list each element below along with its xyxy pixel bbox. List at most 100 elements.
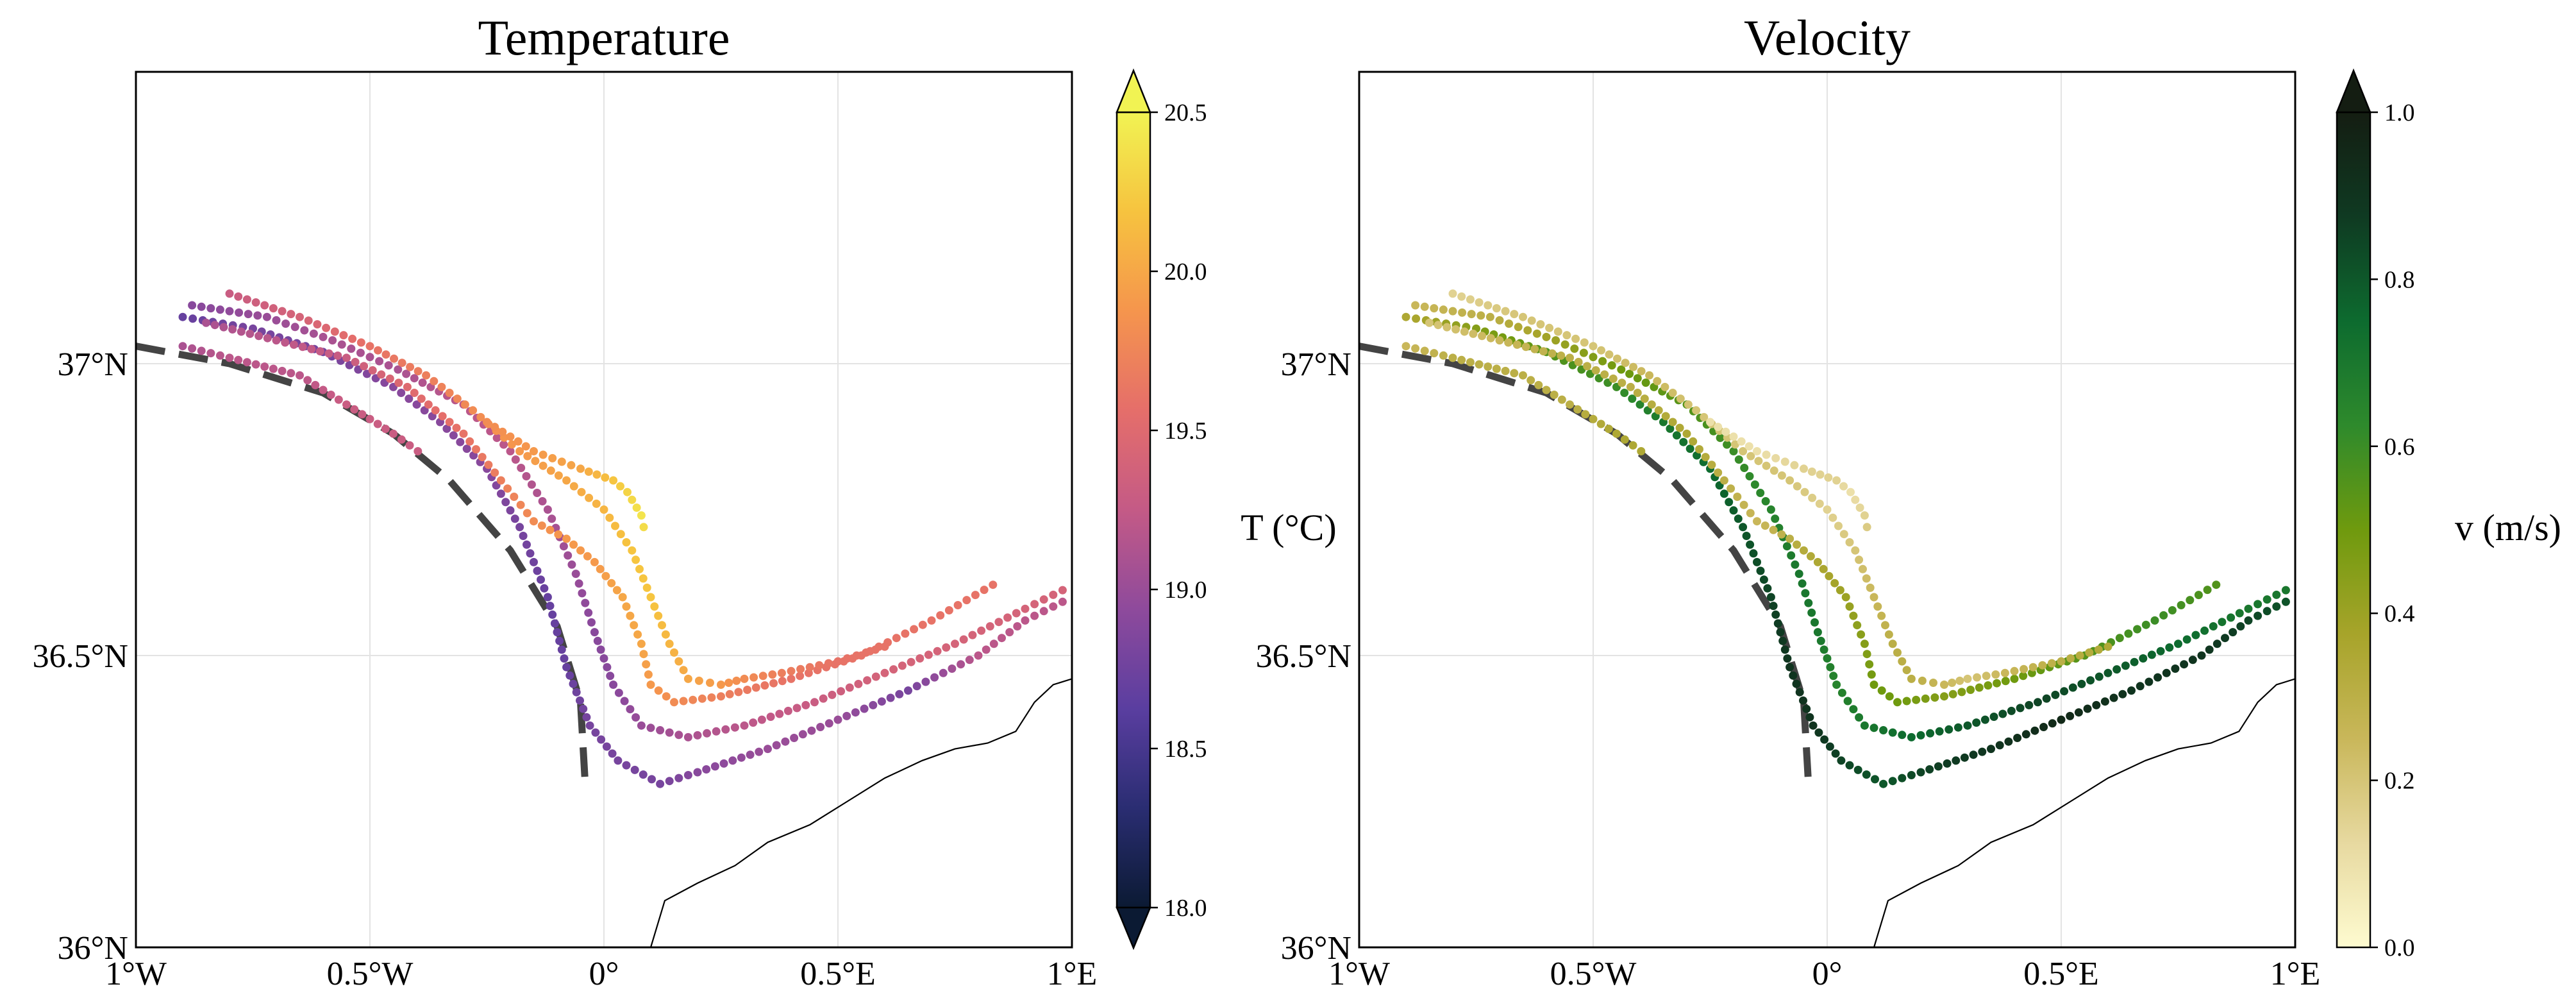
velocity-data-point bbox=[1628, 441, 1637, 450]
velocity-data-point bbox=[2218, 618, 2227, 627]
velocity-data-point bbox=[1849, 611, 1858, 620]
velocity-colorbar-tick-label: 0.2 bbox=[2384, 768, 2415, 795]
velocity-data-point bbox=[1597, 346, 1605, 355]
velocity-data-point bbox=[1430, 349, 1439, 358]
velocity-data-point bbox=[1809, 721, 1818, 730]
temperature-data-point bbox=[350, 405, 359, 414]
temperature-data-point bbox=[319, 332, 328, 341]
velocity-data-point bbox=[1629, 362, 1638, 371]
velocity-data-point bbox=[1851, 546, 1860, 555]
temperature-data-point bbox=[315, 347, 324, 356]
velocity-data-point bbox=[1948, 690, 1957, 698]
velocity-x-tick-label: 0.5°E bbox=[2023, 956, 2099, 992]
temperature-data-point bbox=[375, 357, 384, 366]
velocity-data-point bbox=[1832, 476, 1841, 485]
velocity-data-point bbox=[1756, 489, 1765, 497]
temperature-data-point bbox=[228, 325, 237, 334]
velocity-data-point bbox=[1963, 674, 1972, 683]
velocity-data-point bbox=[1753, 557, 1761, 566]
temperature-data-point bbox=[1021, 604, 1030, 613]
velocity-data-point bbox=[1869, 681, 1878, 689]
velocity-data-point bbox=[1600, 370, 1609, 379]
temperature-data-point bbox=[272, 336, 281, 345]
temperature-data-point bbox=[526, 549, 535, 558]
velocity-data-point bbox=[1684, 400, 1693, 409]
velocity-data-point bbox=[1980, 715, 1989, 724]
temperature-data-point bbox=[854, 679, 863, 688]
temperature-data-point bbox=[572, 688, 581, 697]
temperature-data-point bbox=[749, 718, 758, 727]
temperature-data-point bbox=[384, 361, 393, 370]
velocity-data-point bbox=[1925, 765, 1934, 774]
temperature-data-point bbox=[843, 654, 852, 663]
temperature-data-point bbox=[889, 665, 898, 674]
temperature-data-point bbox=[287, 310, 296, 319]
velocity-data-point bbox=[2203, 586, 2212, 595]
temperature-data-point bbox=[910, 625, 919, 634]
velocity-data-point bbox=[1811, 618, 1819, 627]
velocity-data-point bbox=[1448, 353, 1457, 362]
velocity-data-point bbox=[1666, 424, 1675, 433]
temperature-data-point bbox=[496, 476, 505, 485]
velocity-data-point bbox=[1596, 419, 1605, 428]
temperature-data-point bbox=[296, 312, 304, 321]
velocity-data-point bbox=[1787, 551, 1796, 560]
temperature-data-point bbox=[394, 378, 403, 387]
temperature-data-point bbox=[510, 493, 519, 501]
velocity-y-tick-label: 36.5°N bbox=[1256, 638, 1351, 675]
velocity-data-point bbox=[1557, 395, 1566, 404]
temperature-data-point bbox=[740, 674, 749, 683]
velocity-data-point bbox=[2200, 626, 2209, 635]
velocity-data-point bbox=[1860, 721, 1869, 730]
temperature-data-point bbox=[1030, 611, 1039, 620]
temperature-data-point bbox=[907, 657, 916, 666]
temperature-data-point bbox=[679, 666, 688, 675]
velocity-data-point bbox=[1783, 654, 1792, 663]
velocity-data-point bbox=[2180, 660, 2189, 669]
temperature-data-point bbox=[496, 489, 505, 498]
temperature-data-point bbox=[816, 723, 825, 731]
temperature-data-point bbox=[397, 435, 406, 444]
temperature-data-point bbox=[597, 735, 606, 744]
velocity-data-point bbox=[1458, 308, 1467, 317]
temperature-data-point bbox=[578, 589, 587, 598]
temperature-data-point bbox=[503, 484, 512, 493]
velocity-y-tick-label: 36°N bbox=[1281, 930, 1351, 967]
velocity-data-point bbox=[1647, 400, 1656, 409]
temperature-data-point bbox=[965, 656, 974, 664]
velocity-data-point bbox=[1800, 546, 1808, 555]
velocity-data-point bbox=[1960, 753, 1969, 762]
temperature-data-point bbox=[390, 354, 398, 363]
velocity-data-point bbox=[1746, 509, 1755, 518]
temperature-data-point bbox=[628, 495, 637, 504]
temperature-data-point bbox=[951, 639, 959, 648]
temperature-data-point bbox=[337, 340, 346, 349]
temperature-data-point bbox=[576, 696, 584, 705]
temperature-data-point bbox=[630, 621, 639, 630]
temperature-data-point bbox=[852, 651, 861, 660]
velocity-data-point bbox=[1645, 371, 1654, 380]
velocity-data-point bbox=[1993, 679, 2002, 688]
velocity-colorbar-ticks: 0.0 0.2 0.4 0.6 0.8 1.0 bbox=[2370, 99, 2415, 961]
temperature-colorbar-tick-label: 18.0 bbox=[1164, 895, 1207, 922]
velocity-data-point bbox=[1425, 318, 1434, 327]
temperature-data-point bbox=[402, 369, 411, 378]
velocity-data-point bbox=[2100, 697, 2109, 706]
velocity-data-point bbox=[1831, 749, 1840, 758]
velocity-data-point bbox=[1795, 688, 1804, 697]
temperature-data-point bbox=[777, 668, 786, 677]
temperature-data-point bbox=[824, 719, 833, 728]
temperature-x-tick-label: 0.5°E bbox=[800, 956, 876, 992]
temperature-data-point bbox=[994, 618, 1003, 627]
velocity-data-point bbox=[1628, 394, 1637, 403]
temperature-data-point bbox=[751, 683, 760, 692]
temperature-data-point bbox=[985, 622, 994, 630]
temperature-data-point bbox=[959, 635, 968, 644]
velocity-data-point bbox=[1789, 671, 1798, 680]
velocity-colorbar-tick-label: 0.6 bbox=[2384, 434, 2415, 461]
velocity-data-point bbox=[1401, 312, 1410, 321]
temperature-colorbar-max-extension bbox=[1116, 68, 1151, 114]
temperature-data-point bbox=[242, 358, 251, 367]
temperature-data-point bbox=[590, 628, 599, 637]
temperature-data-point bbox=[683, 771, 692, 779]
